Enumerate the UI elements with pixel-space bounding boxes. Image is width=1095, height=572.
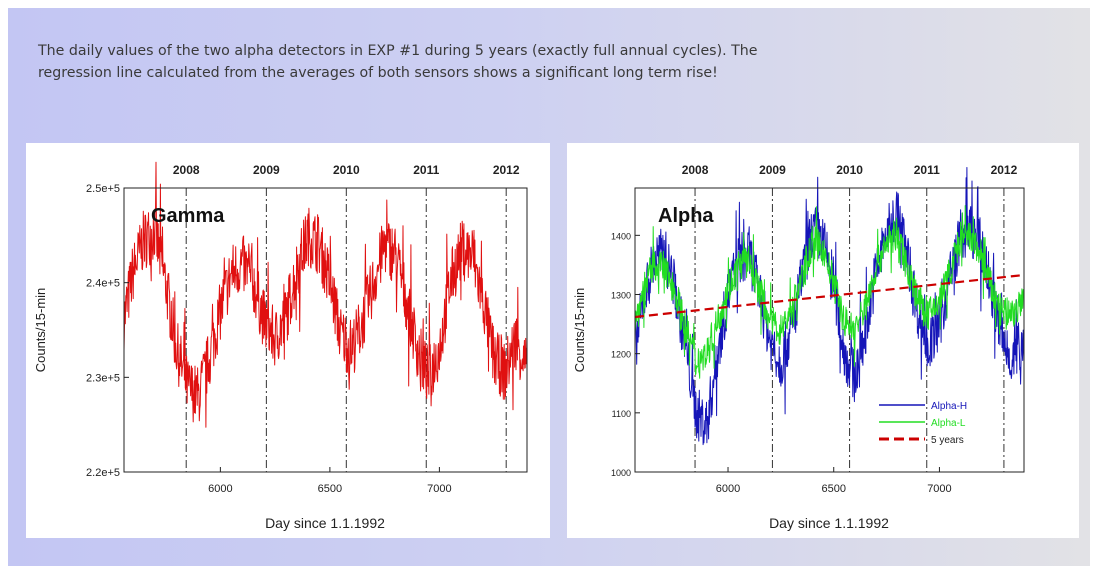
gamma-x-axis-label: Day since 1.1.1992: [265, 515, 385, 531]
alpha-chart-title: Alpha: [658, 205, 714, 227]
legend-label-5-years: 5 years: [931, 435, 964, 446]
y-tick-label: 1300: [611, 291, 631, 301]
y-tick-label: 2.3e+5: [86, 372, 120, 384]
slide-caption: The daily values of the two alpha detect…: [38, 43, 758, 81]
series-line-gamma: [123, 161, 528, 428]
y-tick-label: 1100: [612, 409, 631, 419]
y-tick-label: 2.5e+5: [86, 183, 120, 195]
gamma-y-axis-label: Counts/15-min: [33, 288, 48, 373]
x-tick-label: 6000: [208, 483, 232, 495]
x-tick-label: 7000: [427, 483, 451, 495]
alpha-chart-panel: 2008 2009 2010 2011 2012 6000 6500 7000 1000 1100…: [567, 143, 1079, 538]
alpha-y-axis-label: Counts/15-min: [572, 288, 587, 373]
alpha-plot-frame: [634, 187, 1025, 473]
gamma-plot-frame: [123, 187, 528, 473]
y-tick-label: 2.4e+5: [86, 278, 120, 290]
year-marker-label: 2012: [991, 163, 1018, 177]
x-tick-label: 6000: [716, 483, 740, 495]
y-tick-label: 1000: [611, 468, 631, 478]
x-tick-label: 7000: [927, 483, 951, 495]
x-tick-label: 6500: [821, 483, 845, 495]
year-marker-label: 2010: [333, 163, 360, 177]
series-line-alpha-l: [634, 205, 1025, 379]
year-marker-label: 2012: [493, 163, 520, 177]
alpha-chart: 2008 2009 2010 2011 2012 6000 6500 7000 1000 1100…: [572, 163, 1025, 531]
y-tick-label: 1200: [611, 350, 631, 360]
year-marker-label: 2011: [413, 163, 439, 177]
x-tick-label: 6500: [318, 483, 342, 495]
year-marker-label: 2010: [836, 163, 863, 177]
y-tick-label: 2.2e+5: [86, 467, 120, 479]
legend-label-alpha-h: Alpha-H: [931, 401, 967, 412]
legend-label-alpha-l: Alpha-L: [931, 418, 966, 429]
year-marker-label: 2011: [914, 163, 940, 177]
gamma-chart: 2008 2009 2010 2011 2012 6000 6500 7000 2.2e+5 2.…: [33, 161, 528, 531]
year-marker-label: 2009: [253, 163, 280, 177]
year-marker-label: 2008: [173, 163, 200, 177]
gamma-chart-title: Gamma: [151, 205, 225, 227]
year-marker-label: 2008: [682, 163, 709, 177]
series-trend-line: [634, 273, 1025, 319]
y-tick-label: 1400: [611, 231, 631, 241]
alpha-legend: Alpha-H Alpha-L 5 years: [879, 401, 967, 446]
alpha-x-axis-label: Day since 1.1.1992: [769, 515, 889, 531]
year-marker-label: 2009: [759, 163, 786, 177]
gamma-chart-panel: 2008 2009 2010 2011 2012 6000 6500 7000 2.2e+5 2.…: [26, 143, 550, 538]
